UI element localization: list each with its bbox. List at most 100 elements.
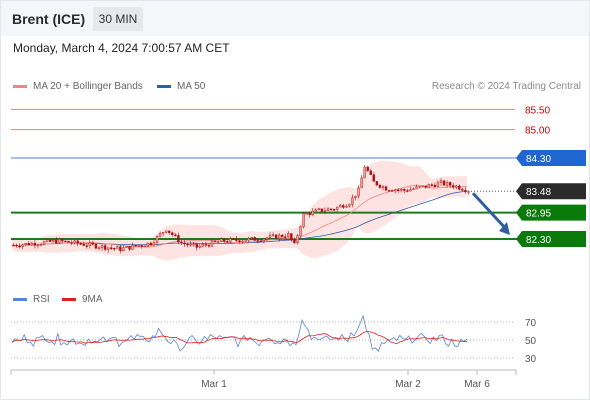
legend-ma20-bb: MA 20 + Bollinger Bands [13, 81, 143, 92]
candle-body [39, 243, 43, 246]
legend-ma50-label: MA 50 [177, 81, 206, 92]
candle-body [42, 241, 46, 245]
x-tick-label: Mar 2 [395, 379, 421, 390]
x-tick-label: Mar 6 [464, 379, 490, 390]
candle-body [442, 180, 446, 186]
candle-body [229, 238, 232, 243]
candle-body [308, 213, 311, 216]
candle-body [430, 184, 434, 186]
candle-body [82, 243, 85, 246]
candle-body [70, 242, 73, 244]
candle-body [314, 209, 318, 212]
candle-body [140, 245, 143, 247]
candle-body [323, 210, 327, 212]
candle-body [387, 190, 391, 192]
candle-body [259, 240, 263, 243]
candle-body [30, 242, 34, 246]
candle-body [345, 205, 348, 208]
candle-body [204, 244, 208, 246]
level-tag-text-82.95: 82.95 [526, 209, 551, 220]
rsi-tick-70: 70 [525, 318, 537, 329]
candle-body [305, 213, 308, 215]
candle-body [213, 240, 217, 243]
candle-body [152, 242, 156, 246]
candle-body [88, 242, 92, 246]
candle-body [317, 208, 321, 210]
candle-body [223, 238, 226, 242]
candle-body [174, 234, 177, 237]
candle-body [119, 246, 122, 252]
timeframe-button[interactable]: 30 MIN [93, 7, 143, 31]
candle-body [363, 166, 366, 179]
candle-body [106, 247, 110, 250]
candle-body [464, 190, 467, 192]
candle-body [302, 213, 305, 227]
candle-body [406, 190, 409, 192]
candle-body [55, 240, 58, 244]
rsi-line [11, 314, 468, 352]
candle-body [36, 244, 40, 246]
candle-body [155, 236, 159, 243]
rsi-tick-50: 50 [525, 336, 537, 347]
candle-body [137, 245, 140, 247]
candle-body [219, 238, 223, 242]
candle-body [201, 244, 205, 247]
candle-body [110, 247, 113, 249]
candle-body [94, 244, 98, 249]
candle-body [103, 245, 107, 250]
candle-body [412, 188, 415, 190]
level-tag-82.30 [516, 231, 586, 247]
candle-body [198, 245, 201, 248]
candle-body [76, 240, 79, 244]
candle-body [33, 242, 37, 246]
candle-body [177, 235, 180, 243]
candle-body [326, 208, 330, 211]
candle-body [390, 190, 394, 192]
rsi-9ma-line [11, 331, 467, 345]
candle-body [415, 186, 418, 189]
candle-body [277, 234, 281, 239]
candle-body [403, 189, 406, 191]
candle-body [61, 238, 64, 242]
candle-body [265, 237, 269, 240]
candle-body [436, 182, 440, 187]
candle-body [418, 186, 421, 188]
candle-body [439, 180, 443, 183]
candle-body [445, 182, 449, 186]
candle-body [232, 238, 235, 240]
legend-rsi: RSI [13, 294, 50, 305]
credit-text: Research © 2024 Trading Central [431, 81, 581, 92]
candle-body [393, 189, 397, 192]
candle-body [384, 186, 388, 191]
level-tag-82.95 [516, 204, 586, 221]
candle-body [79, 243, 82, 245]
candle-body [226, 241, 229, 243]
candle-body [158, 233, 162, 237]
legend-rsi-label: RSI [33, 294, 50, 305]
candle-body [100, 245, 104, 248]
candle-body [21, 244, 24, 247]
candle-body [427, 184, 430, 188]
candle-body [397, 189, 400, 192]
candle-body [48, 239, 52, 242]
candle-body [122, 247, 125, 252]
candle-body [235, 238, 238, 241]
candle-body [366, 166, 369, 172]
9ma-swatch [62, 298, 76, 301]
bollinger-band [12, 161, 467, 261]
candle-body [433, 184, 437, 187]
candle-body [24, 243, 27, 245]
candle-body [461, 189, 464, 191]
candle-body [210, 240, 214, 247]
candle-body [335, 206, 339, 210]
candle-body [357, 187, 360, 197]
candle-body [27, 243, 30, 246]
ma20-swatch [13, 85, 27, 88]
candle-body [452, 185, 455, 188]
x-tick-label: Mar 1 [201, 379, 227, 390]
candle-body [360, 177, 363, 189]
rsi-swatch [13, 298, 27, 301]
candle-body [161, 232, 165, 234]
candle-body [253, 237, 256, 241]
candle-body [293, 239, 296, 244]
